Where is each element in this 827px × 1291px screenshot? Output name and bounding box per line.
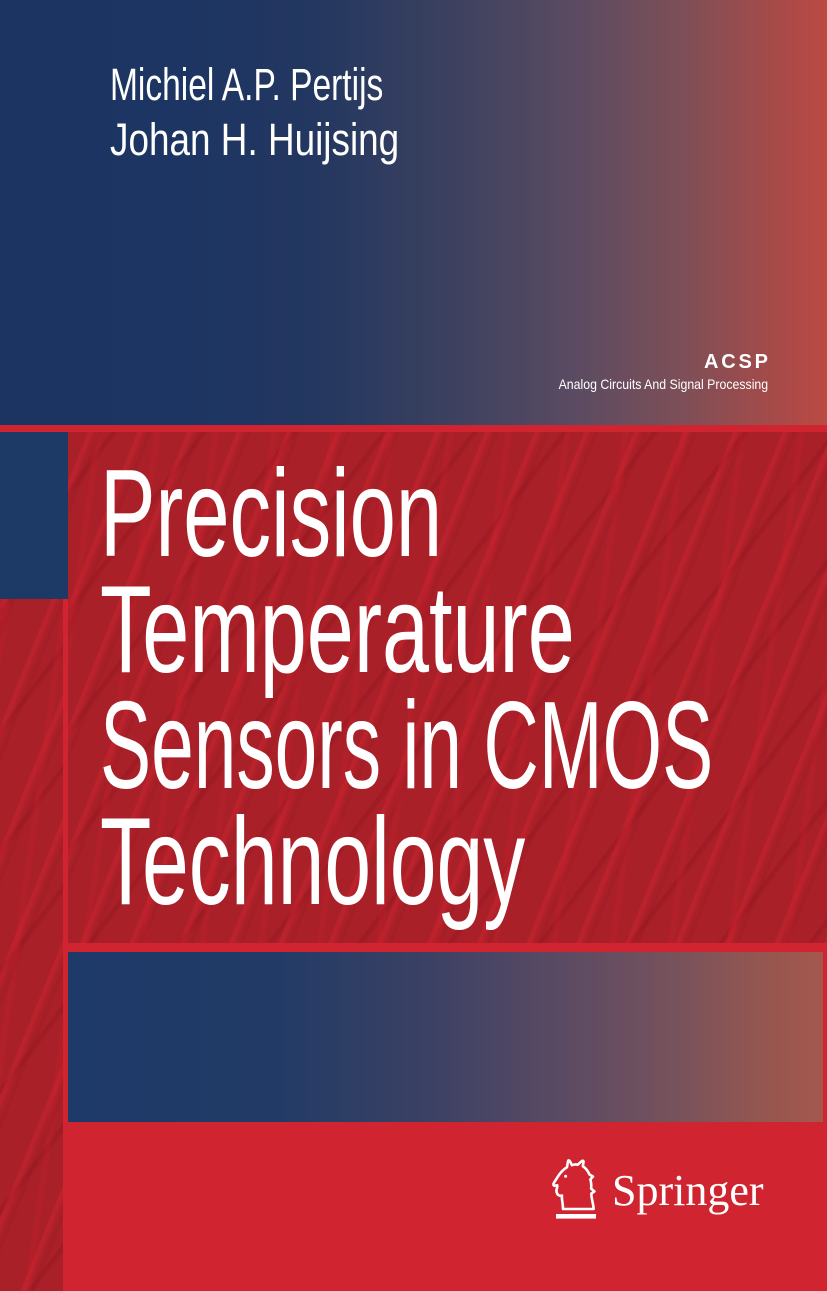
series-name: Analog Circuits And Signal Processing: [558, 376, 768, 392]
author-block: Michiel A.P. Pertijs Johan H. Huijsing: [110, 57, 477, 167]
title-line-1: Precision: [100, 445, 443, 583]
publisher-name: Springer: [612, 1166, 764, 1215]
title-line-3: Sensors in CMOS: [100, 677, 714, 815]
springer-horse-icon: [552, 1159, 596, 1219]
title-panel: [68, 432, 827, 943]
author-line-1: Michiel A.P. Pertijs: [110, 59, 384, 110]
author-line-2: Johan H. Huijsing: [110, 114, 400, 165]
series-block: ACSP Analog Circuits And Signal Processi…: [530, 352, 768, 394]
page-title: Precision Temperature Sensors in CMOS Te…: [100, 445, 827, 931]
navy-accent-square: [0, 432, 68, 599]
title-line-4: Technology: [100, 793, 526, 931]
top-gradient-band: [0, 0, 827, 425]
lower-gradient-band: [68, 952, 823, 1122]
title-line-2: Temperature: [100, 561, 575, 699]
series-abbrev: ACSP: [704, 351, 771, 373]
